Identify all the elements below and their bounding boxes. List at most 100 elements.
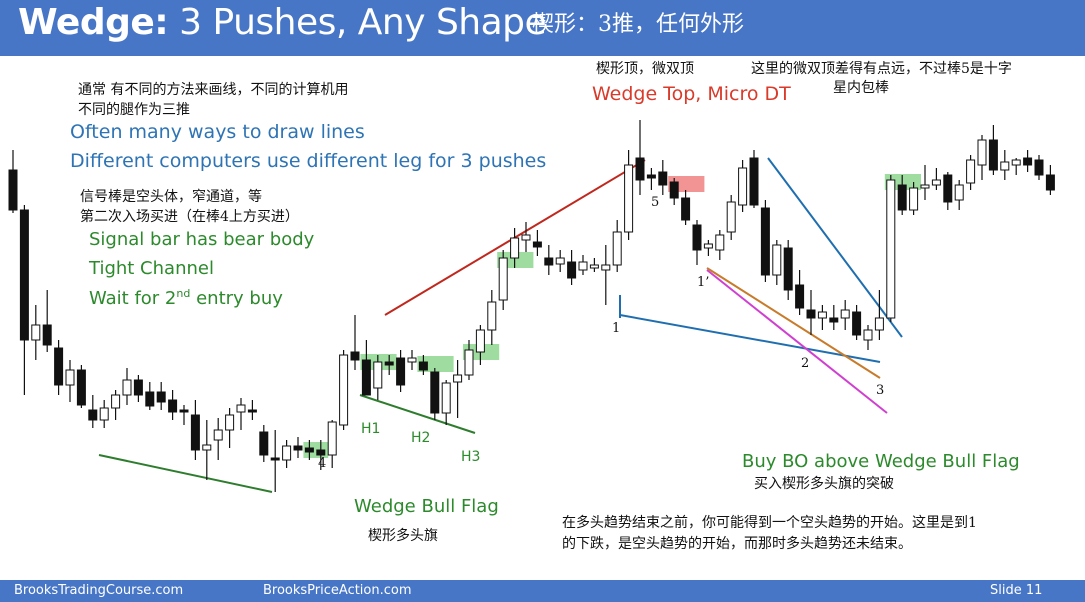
bear-candle-body	[681, 197, 691, 221]
candle-18	[213, 418, 223, 460]
bear-candle-body	[350, 351, 360, 361]
candle-84	[966, 155, 976, 190]
bear-candle-body	[532, 241, 542, 248]
candle-14	[168, 390, 178, 420]
bull-candle-body	[840, 309, 850, 319]
candle-57	[658, 160, 668, 195]
bear-candle-body	[168, 399, 178, 413]
candle-17	[202, 420, 212, 480]
bear-candle-body	[988, 139, 998, 171]
label-3: 3	[876, 383, 885, 398]
bull-candle-body	[31, 324, 41, 341]
candle-62	[715, 230, 725, 260]
candle-25	[293, 437, 303, 458]
bull-candle-body	[738, 167, 748, 206]
bear-candle-body	[1023, 157, 1033, 166]
candle-27	[316, 440, 326, 470]
bull-candle-body	[464, 349, 474, 376]
bear-candle-body	[544, 257, 554, 266]
bear-candle-body	[361, 359, 371, 396]
label-1-prime: 1’	[697, 275, 710, 290]
bear-candle-body	[567, 261, 577, 279]
candle-64	[738, 160, 748, 212]
orange-wedge-line	[706, 267, 881, 379]
bull-candle-body	[1000, 161, 1010, 171]
bear-candle-body	[156, 391, 166, 403]
candle-70	[806, 290, 816, 335]
bear-candle-body	[430, 371, 440, 414]
bull-candle-body	[817, 311, 827, 319]
bear-candle-body	[76, 369, 86, 406]
bull-candle-body	[339, 354, 349, 426]
candle-9	[111, 390, 121, 420]
slide-footer: BrooksTradingCourse.com BrooksPriceActio…	[0, 580, 1085, 602]
bear-candle-body	[133, 379, 143, 396]
note-cn-bottom-1: 在多头趋势结束之前，你可能得到一个空头趋势的开始。这里是到1	[562, 515, 977, 531]
bull-candle-body	[772, 244, 782, 276]
bear-candle-body	[190, 414, 200, 451]
candle-54	[624, 150, 634, 240]
bull-candle-body	[225, 414, 235, 431]
candle-19	[225, 408, 235, 448]
bull-candle-body	[236, 404, 246, 413]
candle-90	[1034, 155, 1044, 180]
candle-31	[361, 340, 371, 396]
signal-3-pre: Wait for 2	[89, 288, 177, 309]
candle-7	[88, 395, 98, 428]
bear-candle-body	[8, 169, 18, 211]
candle-83	[954, 180, 964, 210]
bear-candle-body	[852, 311, 862, 336]
bear-candle-body	[1034, 159, 1044, 176]
green-bottom-line	[98, 454, 273, 493]
candle-77	[886, 175, 896, 322]
candle-44	[510, 228, 520, 268]
bull-candle-body	[453, 374, 463, 383]
bull-candle-body	[407, 357, 417, 363]
bull-candle-body	[202, 444, 212, 451]
bull-candle-body	[1011, 159, 1021, 166]
candle-39	[453, 360, 463, 418]
bull-candle-body	[589, 264, 599, 269]
bull-candle-body	[703, 243, 713, 249]
bull-candle-body	[487, 301, 497, 331]
candle-47	[544, 245, 554, 275]
bull-candle-body	[977, 139, 987, 166]
bull-candle-body	[65, 369, 75, 386]
bear-candle-body	[54, 347, 64, 386]
blue-lower-line	[619, 314, 881, 363]
slide-header: Wedge: 3 Pushes, Any Shape 楔形：3推，任何外形	[0, 0, 1085, 56]
candle-71	[817, 305, 827, 330]
candle-0	[8, 150, 18, 213]
bull-candle-body	[909, 187, 919, 211]
candle-10	[122, 368, 132, 405]
candle-21	[247, 400, 257, 420]
candle-33	[384, 355, 394, 375]
footer-middle: BrooksPriceAction.com	[263, 583, 412, 598]
bear-candle-body	[88, 409, 98, 421]
note-cn-lines-2: 不同的腿作为三推	[78, 102, 190, 118]
bull-candle-body	[510, 237, 520, 259]
note-cn-buybo: 买入楔形多头旗的突破	[754, 476, 894, 492]
bull-candle-body	[475, 329, 485, 353]
slide-title-chinese: 楔形：3推，任何外形	[532, 12, 744, 37]
candle-66	[760, 200, 770, 282]
candle-3	[42, 290, 52, 352]
bull-candle-body	[612, 231, 622, 266]
candle-89	[1023, 150, 1033, 172]
candle-86	[988, 125, 998, 175]
bear-candle-body	[658, 171, 668, 186]
candle-29	[339, 350, 349, 430]
candle-5	[65, 360, 75, 402]
candle-72	[829, 305, 839, 330]
candle-40	[464, 340, 474, 380]
candles-layer	[8, 120, 1055, 492]
note-en-signal-1: Signal bar has bear body	[89, 229, 315, 250]
bear-candle-body	[692, 224, 702, 251]
note-cn-bullflag: 楔形多头旗	[368, 528, 438, 544]
candle-76	[874, 290, 884, 340]
candle-26	[304, 440, 314, 460]
candle-38	[441, 380, 451, 425]
candle-23	[270, 430, 280, 492]
bull-candle-body	[122, 379, 132, 396]
candle-79	[909, 182, 919, 215]
